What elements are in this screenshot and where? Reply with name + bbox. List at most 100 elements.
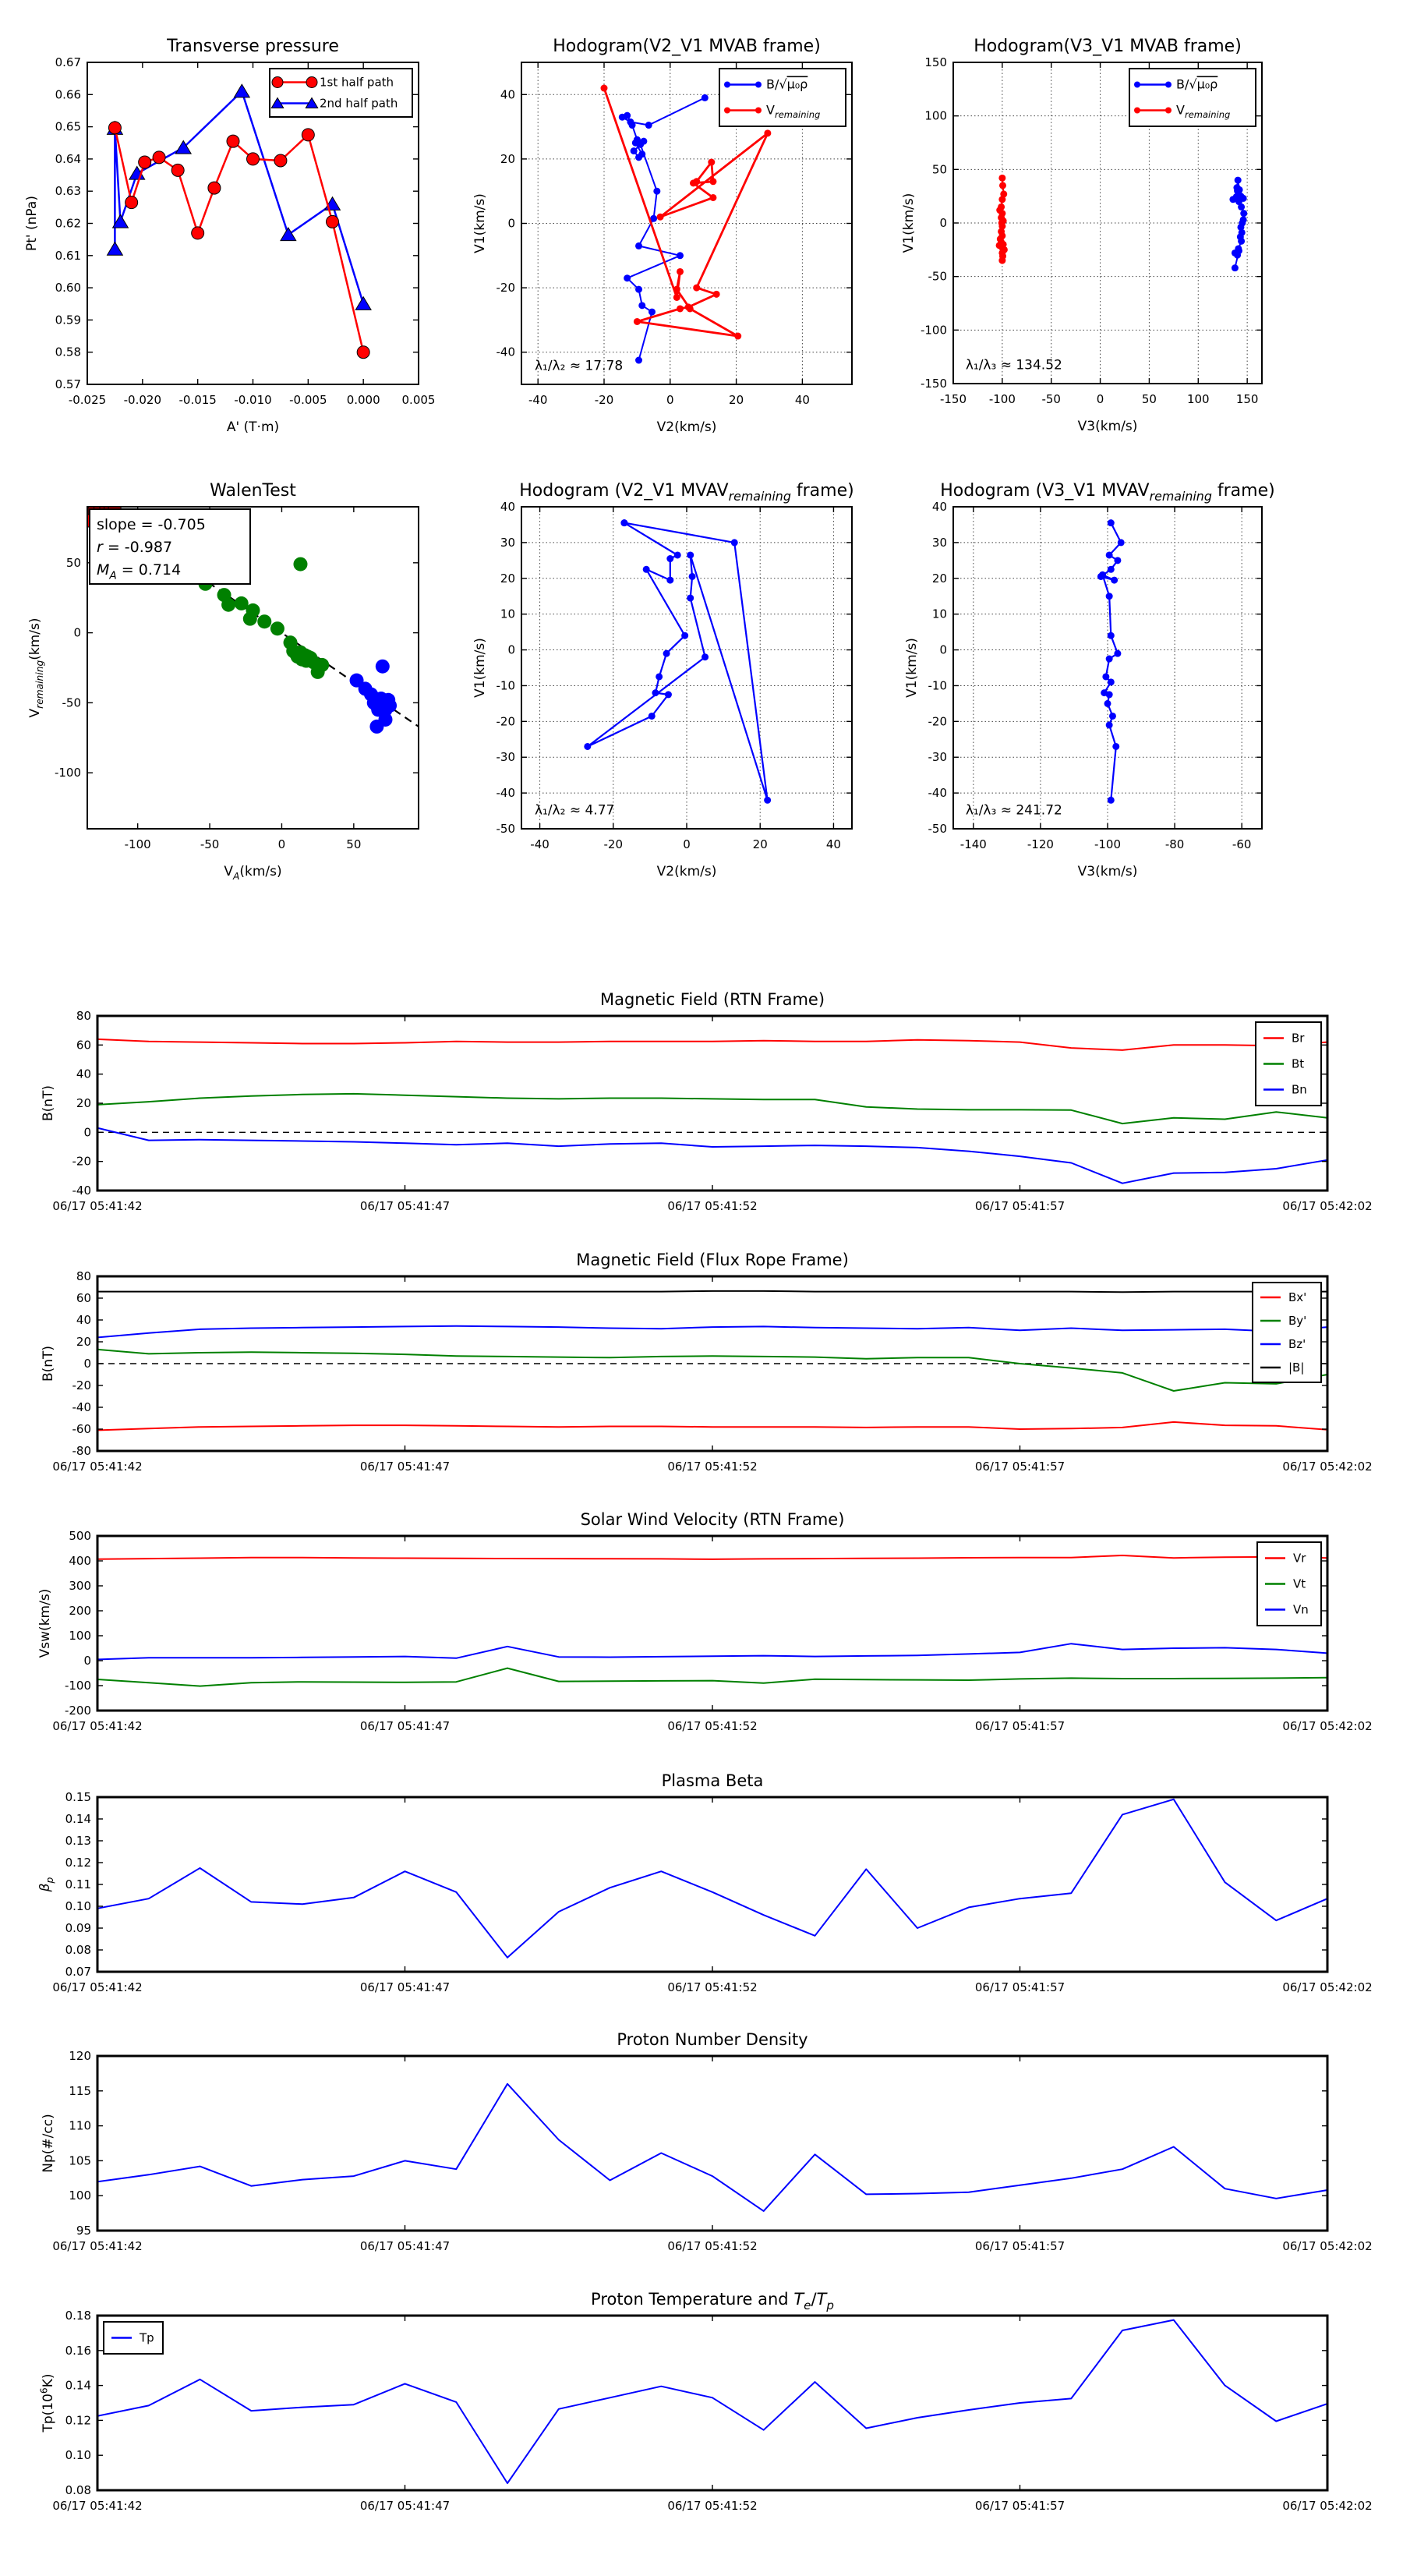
x-tick-label: -0.015 [178, 393, 216, 407]
legend-label: Br [1292, 1031, 1305, 1046]
x-tick-label: 06/17 05:41:52 [667, 1460, 757, 1474]
x-tick-label: 06/17 05:41:57 [975, 2499, 1065, 2513]
y-tick-label: 0 [73, 626, 81, 640]
panel-magnetic-field-flux-rope: 06/17 05:41:42 06/17 05:41:47 06/17 05:41:… [41, 1251, 1373, 1474]
x-tick-label: 06/17 05:41:57 [975, 1199, 1065, 1213]
legend-label: Vremaining [1176, 103, 1230, 120]
x-tick-label: -20 [595, 393, 614, 407]
y-axis-label: Pt' (nPa) [24, 196, 40, 251]
x-tick-label: 0.000 [347, 393, 380, 407]
y-tick-label: -200 [65, 1704, 91, 1718]
annotation-line: MA = 0.714 [97, 561, 181, 582]
x-tick-label: 06/17 05:41:42 [52, 1199, 142, 1213]
panel-hodogram-v3v1-mvab: -150 -100 -50 0 50 100 150 -150 -100 -50 0 50 100 150… [901, 37, 1263, 434]
series-By-prime [97, 1348, 1328, 1392]
annotation: λ₁/λ₂ ≈ 17.78 [535, 358, 623, 373]
panel-title: Magnetic Field (Flux Rope Frame) [576, 1251, 849, 1269]
x-tick-label: 0 [278, 837, 286, 851]
annotation-line: slope = -0.705 [97, 516, 206, 533]
panel-magnetic-field-rtn: 06/17 05:41:42 06/17 05:41:47 06/17 05:41:… [41, 990, 1373, 1213]
y-tick-label: 20 [76, 1096, 91, 1110]
y-tick-label: 100 [69, 2189, 91, 2203]
y-tick-label: 500 [69, 1529, 91, 1543]
x-tick-label: 40 [826, 837, 841, 851]
panel-solar-wind-velocity-rtn: 06/17 05:41:42 06/17 05:41:47 06/17 05:41:… [37, 1510, 1373, 1733]
y-tick-label: 50 [66, 556, 81, 570]
x-axis-label: A' (T·m) [227, 419, 279, 435]
y-tick-label: 10 [932, 607, 947, 621]
y-tick-label: 0.10 [65, 1899, 91, 1913]
y-tick-label: 0.59 [55, 313, 81, 327]
y-tick-label: 0.65 [55, 120, 81, 134]
y-tick-label: -40 [72, 1400, 92, 1414]
y-tick-label: 400 [69, 1554, 91, 1568]
legend-label: Vr [1293, 1552, 1306, 1566]
x-tick-label: 06/17 05:41:42 [52, 1460, 142, 1474]
y-tick-label: -40 [72, 1184, 92, 1198]
x-tick-label: -0.020 [124, 393, 161, 407]
x-axis-label: V3(km/s) [1078, 864, 1138, 879]
x-tick-label: 06/17 05:41:47 [360, 1460, 450, 1474]
y-tick-label: 0.13 [65, 1834, 91, 1848]
y-tick-label: 200 [69, 1604, 91, 1618]
x-tick-label: 06/17 05:42:02 [1282, 1460, 1372, 1474]
x-tick-label: 06/17 05:41:57 [975, 1719, 1065, 1733]
y-tick-label: 20 [500, 571, 515, 586]
y-axis-label: B(nT) [41, 1085, 56, 1121]
y-tick-label: 0.66 [55, 87, 81, 101]
y-tick-label: 0 [507, 643, 515, 657]
panel-walen-test: -100 -50 0 50 -100 -50 0 50 WalenTest VA(km/s) Vre… [27, 481, 419, 882]
x-tick-label: 06/17 05:41:47 [360, 2499, 450, 2513]
y-tick-label: -40 [497, 345, 516, 359]
legend: Br Bt Bn [1255, 1021, 1322, 1106]
y-tick-label: -40 [928, 786, 948, 800]
series-v-trace [584, 519, 772, 804]
panel-hodogram-v3v1-mvav: -140 -120 -100 -80 -60-50-40-30-20-100102030… [904, 481, 1275, 879]
series-Bx-prime [97, 1421, 1328, 1431]
y-tick-label: 0.14 [65, 2379, 91, 2393]
legend-label: Bn [1292, 1083, 1307, 1097]
y-tick-label: 100 [924, 109, 947, 123]
legend: Bx' By' Bz' |B| [1252, 1282, 1322, 1383]
panel-plasma-beta: 06/17 05:41:42 06/17 05:41:47 06/17 05:41:… [37, 1771, 1373, 1994]
x-tick-label: 40 [795, 393, 810, 407]
y-tick-label: 60 [76, 1291, 91, 1305]
x-tick-label: 06/17 05:41:57 [975, 1460, 1065, 1474]
y-tick-label: 20 [76, 1335, 91, 1349]
x-tick-label: -100 [1094, 837, 1121, 851]
legend-label: B/√μ₀ρ [1176, 77, 1217, 92]
x-tick-label: 06/17 05:41:57 [975, 1980, 1065, 1994]
x-tick-label: 06/17 05:42:02 [1282, 1719, 1372, 1733]
legend-label: Vn [1293, 1603, 1309, 1617]
x-tick-label: -40 [528, 393, 548, 407]
y-tick-label: 0 [939, 216, 947, 230]
y-tick-label: 0.08 [65, 2483, 91, 2497]
y-tick-label: 80 [76, 1269, 91, 1283]
y-tick-label: 0.08 [65, 1943, 91, 1957]
y-tick-label: -30 [497, 750, 516, 764]
series-1st-half-path [108, 121, 370, 359]
legend-label: Vt [1293, 1577, 1306, 1591]
y-tick-label: 0.09 [65, 1921, 91, 1935]
y-tick-label: -50 [62, 695, 82, 709]
y-tick-label: 60 [76, 1038, 91, 1052]
y-tick-label: 40 [76, 1313, 91, 1327]
panel-title: WalenTest [210, 481, 296, 501]
y-tick-label: -50 [928, 270, 948, 284]
y-axis-label: Vremaining(km/s) [27, 618, 45, 718]
y-tick-label: 105 [69, 2153, 91, 2167]
x-tick-label: 50 [346, 837, 361, 851]
x-tick-label: 0 [666, 393, 674, 407]
x-tick-label: 20 [729, 393, 744, 407]
y-tick-label: -100 [921, 323, 947, 337]
annotation: λ₁/λ₃ ≈ 241.72 [966, 802, 1062, 818]
panel-title: Transverse pressure [166, 37, 339, 56]
series-b-over-sqrt-mu0rho [1229, 176, 1248, 272]
x-tick-label: 06/17 05:41:47 [360, 1199, 450, 1213]
annotation-box: slope = -0.705 r = -0.987 MA = 0.714 [89, 508, 251, 585]
series-Vt [97, 1667, 1328, 1687]
panel-proton-temperature: 06/17 05:41:42 06/17 05:41:47 06/17 05:41:… [39, 2290, 1373, 2513]
annotation: λ₁/λ₃ ≈ 134.52 [966, 357, 1062, 373]
y-tick-label: 40 [500, 500, 515, 514]
